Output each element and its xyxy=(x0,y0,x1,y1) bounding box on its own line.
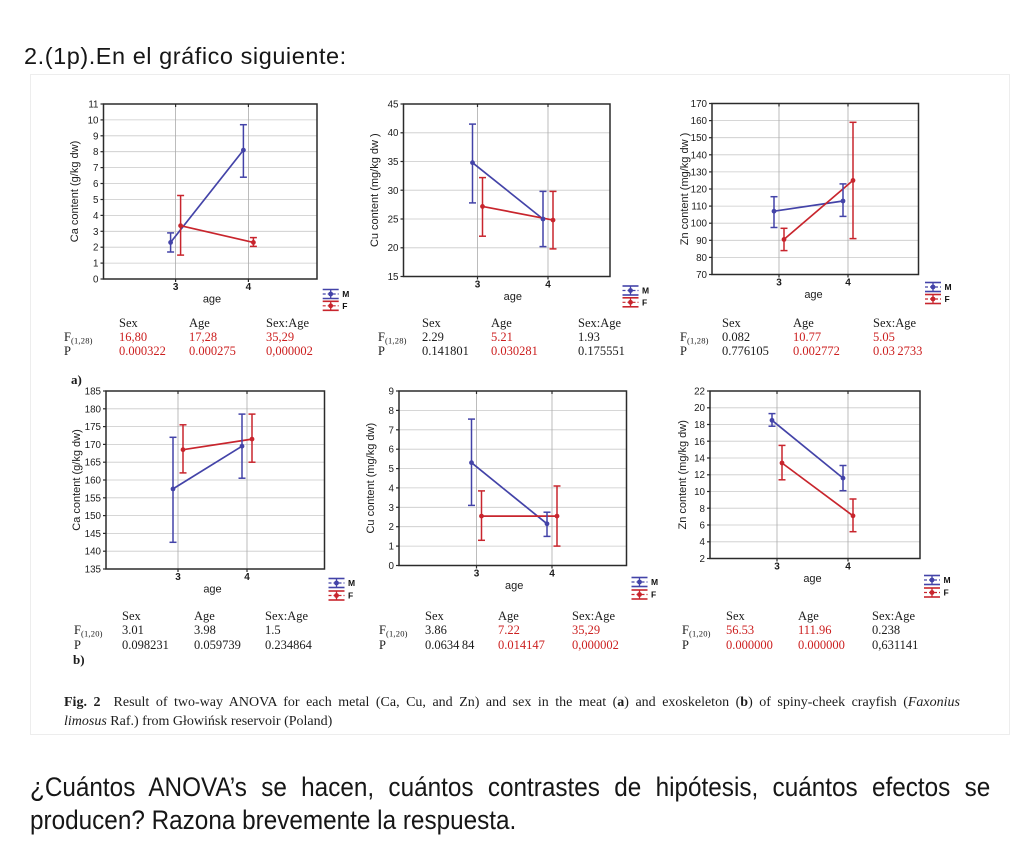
svg-text:160: 160 xyxy=(691,116,708,127)
svg-text:M: M xyxy=(342,289,349,299)
svg-text:F: F xyxy=(944,588,949,598)
svg-text:Zn content (mg/kg dw): Zn content (mg/kg dw) xyxy=(677,420,689,529)
svg-text:2: 2 xyxy=(700,554,705,565)
svg-text:3: 3 xyxy=(173,282,179,293)
svg-text:M: M xyxy=(348,578,355,588)
svg-text:11: 11 xyxy=(88,100,98,111)
svg-text:3: 3 xyxy=(474,569,480,580)
svg-text:4: 4 xyxy=(93,211,99,222)
svg-text:140: 140 xyxy=(691,150,708,161)
svg-text:2: 2 xyxy=(93,243,98,254)
svg-text:7: 7 xyxy=(93,163,98,174)
svg-text:10: 10 xyxy=(694,487,705,498)
svg-text:6: 6 xyxy=(389,445,395,456)
svg-text:120: 120 xyxy=(691,185,708,196)
svg-text:age: age xyxy=(505,580,523,592)
svg-text:3: 3 xyxy=(175,572,181,583)
svg-text:M: M xyxy=(651,577,658,587)
svg-text:170: 170 xyxy=(85,440,102,451)
svg-text:150: 150 xyxy=(691,133,708,144)
svg-text:140: 140 xyxy=(85,547,102,558)
svg-text:age: age xyxy=(203,294,221,306)
svg-text:20: 20 xyxy=(388,243,399,254)
svg-text:age: age xyxy=(804,289,822,301)
svg-text:M: M xyxy=(642,286,649,296)
svg-text:3: 3 xyxy=(475,280,481,291)
svg-text:145: 145 xyxy=(85,529,102,540)
svg-text:18: 18 xyxy=(694,420,705,431)
svg-text:14: 14 xyxy=(694,454,705,465)
svg-text:4: 4 xyxy=(700,537,706,548)
svg-text:175: 175 xyxy=(85,422,102,433)
svg-text:20: 20 xyxy=(694,403,705,414)
svg-text:4: 4 xyxy=(845,278,851,289)
svg-text:70: 70 xyxy=(696,270,707,281)
svg-text:2: 2 xyxy=(389,522,394,533)
svg-text:3: 3 xyxy=(389,503,395,514)
svg-text:8: 8 xyxy=(700,504,706,515)
svg-text:3: 3 xyxy=(93,227,99,238)
svg-text:6: 6 xyxy=(700,521,706,532)
svg-text:7: 7 xyxy=(389,425,394,436)
svg-text:F: F xyxy=(945,294,950,304)
svg-text:90: 90 xyxy=(696,236,707,247)
svg-text:80: 80 xyxy=(696,253,707,264)
svg-text:170: 170 xyxy=(691,99,708,110)
svg-text:4: 4 xyxy=(545,280,551,291)
svg-text:9: 9 xyxy=(389,387,394,398)
svg-text:4: 4 xyxy=(246,282,252,293)
svg-text:165: 165 xyxy=(85,458,102,469)
svg-text:12: 12 xyxy=(694,470,705,481)
svg-text:0: 0 xyxy=(389,561,395,572)
svg-text:0: 0 xyxy=(93,275,99,286)
svg-text:25: 25 xyxy=(388,215,399,226)
svg-text:Zn content (mg/kg dw ): Zn content (mg/kg dw ) xyxy=(679,133,691,246)
svg-text:F: F xyxy=(348,591,353,601)
svg-text:4: 4 xyxy=(389,483,395,494)
svg-text:Ca content (g/kg dw): Ca content (g/kg dw) xyxy=(71,429,83,531)
svg-text:age: age xyxy=(504,291,522,303)
svg-text:F: F xyxy=(342,301,347,311)
svg-text:F: F xyxy=(651,590,656,600)
svg-text:30: 30 xyxy=(388,186,399,197)
svg-text:15: 15 xyxy=(388,272,399,283)
svg-text:8: 8 xyxy=(93,147,99,158)
svg-text:185: 185 xyxy=(85,387,102,398)
svg-text:M: M xyxy=(944,575,951,585)
svg-text:5: 5 xyxy=(389,464,395,475)
svg-text:Cu content (mg/kg dw ): Cu content (mg/kg dw ) xyxy=(369,133,381,247)
svg-text:180: 180 xyxy=(85,404,102,415)
svg-text:45: 45 xyxy=(388,100,399,111)
svg-text:130: 130 xyxy=(691,167,708,178)
svg-text:155: 155 xyxy=(85,493,102,504)
svg-text:age: age xyxy=(803,573,821,585)
svg-text:100: 100 xyxy=(691,219,708,230)
svg-text:M: M xyxy=(945,282,952,292)
svg-text:6: 6 xyxy=(93,179,99,190)
svg-text:1: 1 xyxy=(389,542,394,553)
svg-text:10: 10 xyxy=(88,115,99,126)
svg-text:16: 16 xyxy=(694,437,705,448)
svg-text:4: 4 xyxy=(845,562,851,573)
svg-text:160: 160 xyxy=(85,476,102,487)
svg-text:4: 4 xyxy=(549,569,555,580)
svg-text:135: 135 xyxy=(85,565,102,576)
svg-text:5: 5 xyxy=(93,195,99,206)
svg-text:3: 3 xyxy=(776,278,782,289)
svg-text:150: 150 xyxy=(85,511,102,522)
svg-text:Cu content (mg/kg dw): Cu content (mg/kg dw) xyxy=(365,423,377,534)
svg-text:8: 8 xyxy=(389,406,395,417)
svg-text:Ca content (g/kg dw): Ca content (g/kg dw) xyxy=(69,141,81,243)
svg-text:35: 35 xyxy=(388,157,399,168)
svg-text:4: 4 xyxy=(244,572,250,583)
svg-text:F: F xyxy=(642,298,647,308)
svg-text:110: 110 xyxy=(691,202,707,213)
svg-text:1: 1 xyxy=(93,259,98,270)
svg-text:9: 9 xyxy=(93,131,98,142)
svg-text:22: 22 xyxy=(694,387,705,398)
svg-text:3: 3 xyxy=(774,562,780,573)
svg-text:40: 40 xyxy=(388,128,399,139)
svg-text:age: age xyxy=(203,584,221,596)
